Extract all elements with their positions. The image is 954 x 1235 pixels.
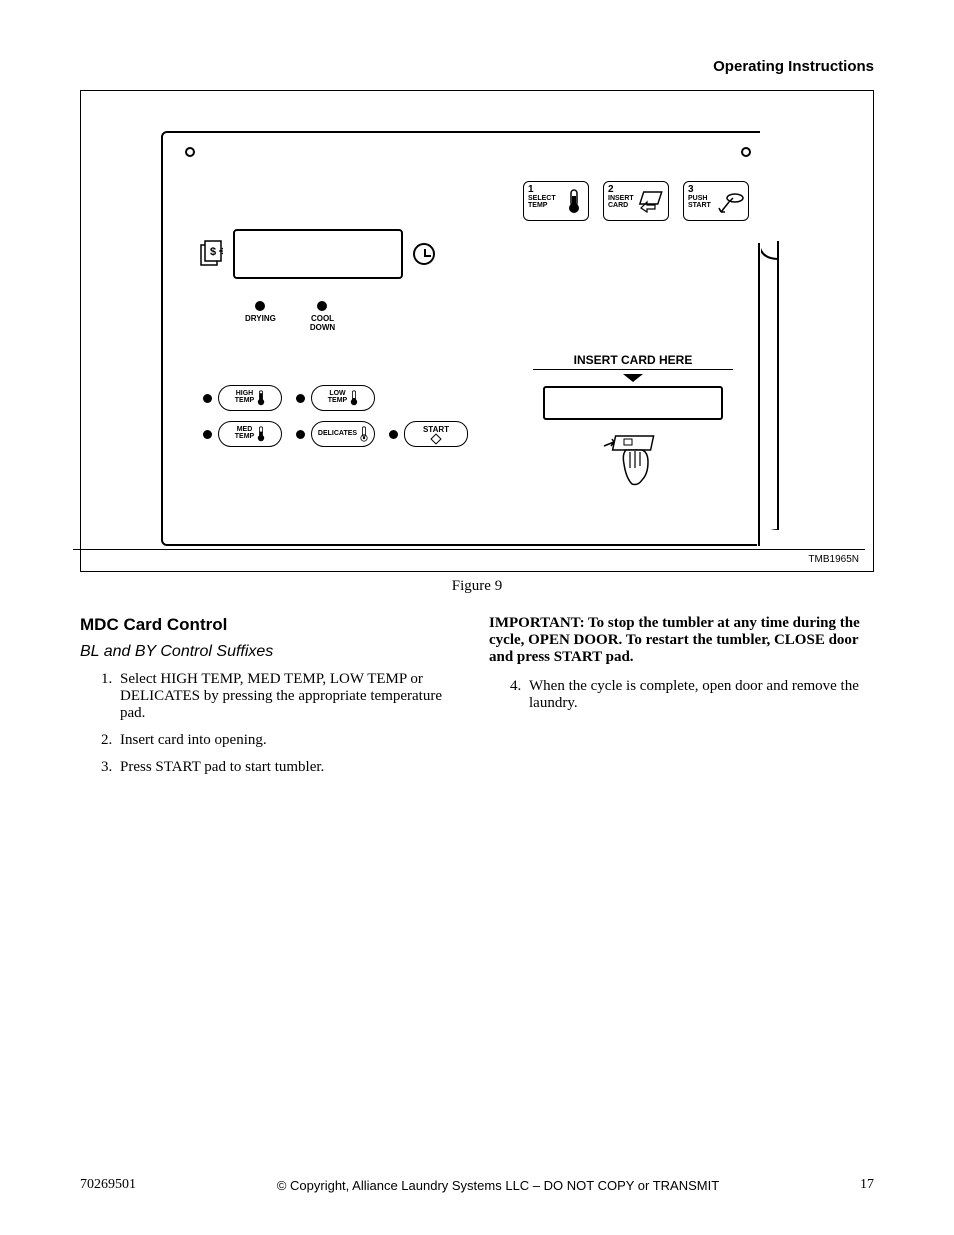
text-columns: MDC Card Control BL and BY Control Suffi… <box>80 615 874 786</box>
pad-label: MED TEMP <box>235 427 254 440</box>
screw-icon <box>185 147 195 157</box>
step-number: 3 <box>688 184 694 195</box>
copyright-text: © Copyright, Alliance Laundry Systems LL… <box>277 1178 719 1193</box>
right-column: IMPORTANT: To stop the tumbler at any ti… <box>489 615 874 786</box>
page: Operating Instructions 1 SELECT TEMP <box>0 0 954 1235</box>
status-lights: DRYING COOL DOWN <box>245 301 335 333</box>
status-label: DRYING <box>245 315 276 324</box>
thermometer-icon <box>257 390 265 406</box>
card-insert-area: INSERT CARD HERE <box>533 353 733 490</box>
control-panel: 1 SELECT TEMP 2 INSERT CARD <box>161 131 779 546</box>
push-start-icon <box>717 188 745 216</box>
step-3-box: 3 PUSH START <box>683 181 749 221</box>
led-icon <box>296 394 305 403</box>
delicates-pad[interactable]: DELICATES <box>311 421 375 447</box>
card-insert-icon <box>637 188 665 216</box>
list-item: Insert card into opening. <box>116 732 465 749</box>
led-icon <box>203 430 212 439</box>
steps-list-right: When the cycle is complete, open door an… <box>489 678 874 712</box>
important-note: IMPORTANT: To stop the tumbler at any ti… <box>489 615 874 666</box>
pad-label: LOW TEMP <box>328 391 347 404</box>
money-icon: $ <box>199 239 223 269</box>
pad-label: HIGH TEMP <box>235 391 254 404</box>
steps-list-left: Select HIGH TEMP, MED TEMP, LOW TEMP or … <box>80 671 465 776</box>
list-item: Press START pad to start tumbler. <box>116 759 465 776</box>
heading-3: BL and BY Control Suffixes <box>80 643 465 661</box>
page-number: 17 <box>860 1177 874 1193</box>
figure-code: TMB1965N <box>73 549 865 565</box>
step-2-box: 2 INSERT CARD <box>603 181 669 221</box>
status-cooldown: COOL DOWN <box>310 301 335 333</box>
hand-card-icon <box>598 434 668 490</box>
heading-2: MDC Card Control <box>80 615 465 635</box>
display-screen <box>233 229 403 279</box>
high-temp-pad[interactable]: HIGH TEMP <box>218 385 282 411</box>
status-label: COOL DOWN <box>310 315 335 333</box>
svg-text:$: $ <box>210 246 216 258</box>
thermometer-icon <box>563 188 585 216</box>
slot-arrow-icon <box>543 374 723 384</box>
card-slot[interactable] <box>543 386 723 420</box>
screw-icon <box>741 147 751 157</box>
steps-row: 1 SELECT TEMP 2 INSERT CARD <box>523 181 749 221</box>
thermometer-icon <box>257 426 265 442</box>
list-item: When the cycle is complete, open door an… <box>525 678 874 712</box>
status-drying: DRYING <box>245 301 276 333</box>
thermometer-icon <box>350 390 358 406</box>
status-dot-icon <box>317 301 327 311</box>
step-number: 2 <box>608 184 614 195</box>
low-temp-pad[interactable]: LOW TEMP <box>311 385 375 411</box>
step-1-box: 1 SELECT TEMP <box>523 181 589 221</box>
led-icon <box>296 430 305 439</box>
section-header: Operating Instructions <box>713 58 874 75</box>
left-column: MDC Card Control BL and BY Control Suffi… <box>80 615 465 786</box>
figure-caption: Figure 9 <box>80 578 874 595</box>
pad-label: DELICATES <box>318 431 357 438</box>
step-text: SELECT TEMP <box>528 195 556 209</box>
figure-box: 1 SELECT TEMP 2 INSERT CARD <box>80 90 874 572</box>
led-icon <box>389 430 398 439</box>
clock-icon <box>413 243 435 265</box>
page-footer: 70269501 © Copyright, Alliance Laundry S… <box>80 1177 874 1193</box>
card-slot-label: INSERT CARD HERE <box>533 353 733 367</box>
step-number: 1 <box>528 184 534 195</box>
step-text: INSERT CARD <box>608 195 634 209</box>
med-temp-pad[interactable]: MED TEMP <box>218 421 282 447</box>
temp-pad-grid: HIGH TEMP LOW TEMP MED TEMP <box>203 385 468 447</box>
list-item: Select HIGH TEMP, MED TEMP, LOW TEMP or … <box>116 671 465 722</box>
led-icon <box>203 394 212 403</box>
display-area: $ <box>199 229 435 279</box>
diamond-icon <box>430 433 441 444</box>
step-text: PUSH START <box>688 195 711 209</box>
thermometer-icon <box>360 426 368 442</box>
status-dot-icon <box>255 301 265 311</box>
doc-number: 70269501 <box>80 1177 136 1193</box>
start-pad[interactable]: START <box>404 421 468 447</box>
